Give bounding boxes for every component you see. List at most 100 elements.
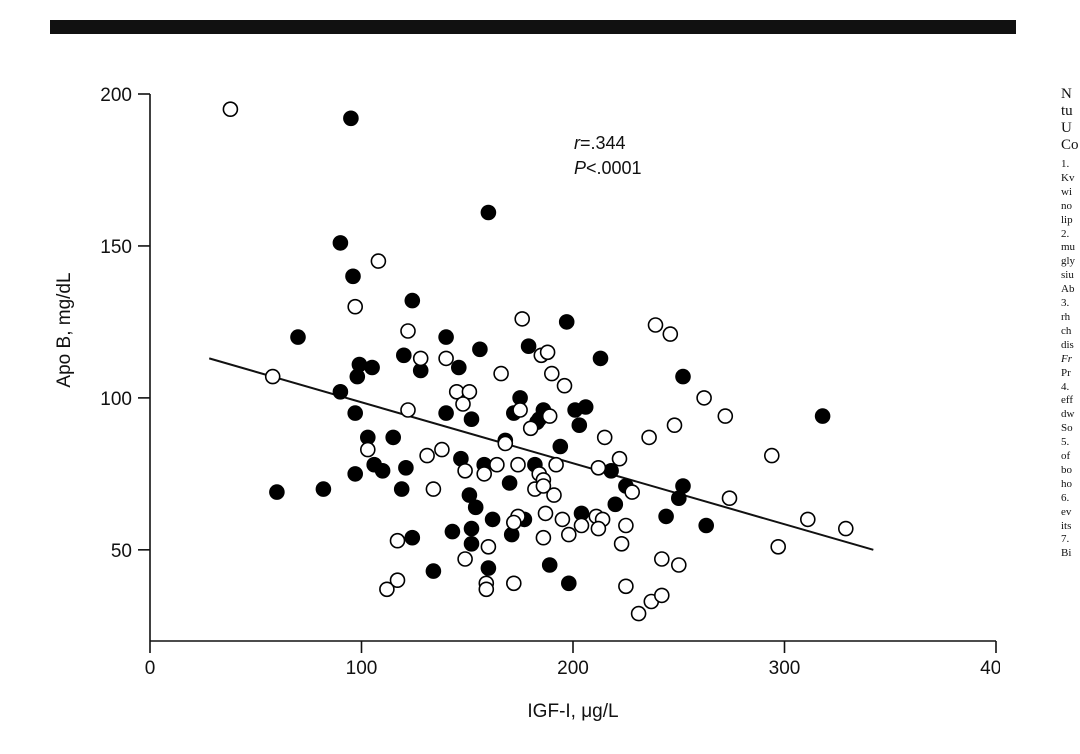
column-fragment: mu: [1061, 241, 1076, 254]
column-fragment: dw: [1061, 408, 1075, 421]
regression-line: [208, 357, 874, 551]
open-data-point: [618, 517, 634, 534]
open-data-point: [653, 587, 670, 604]
column-fragment: 5.: [1061, 436, 1070, 449]
filled-data-point: [315, 481, 332, 497]
open-data-point: [630, 605, 647, 622]
column-fragment: N: [1061, 86, 1072, 102]
column-fragment: Pr: [1061, 366, 1071, 379]
correlation-annotation: r=.344: [574, 133, 626, 153]
open-data-point: [347, 298, 364, 315]
filled-data-point: [467, 499, 484, 516]
filled-data-point: [463, 411, 480, 428]
filled-data-point: [541, 557, 558, 573]
y-tick-label: 150: [100, 237, 132, 258]
filled-data-point: [501, 475, 518, 491]
open-data-point: [476, 466, 493, 482]
open-data-point: [457, 551, 473, 567]
open-data-point: [400, 323, 416, 339]
open-data-point: [717, 408, 734, 424]
filled-data-point: [560, 575, 577, 592]
open-data-point: [379, 581, 395, 598]
open-data-point: [478, 581, 495, 598]
open-data-point: [497, 435, 514, 452]
filled-data-point: [472, 341, 488, 358]
filled-data-point: [332, 383, 349, 400]
open-data-point: [696, 390, 712, 406]
open-data-point: [480, 538, 497, 555]
filled-data-point: [658, 508, 674, 525]
filled-data-point: [395, 347, 412, 364]
column-fragment: 7.: [1061, 533, 1070, 546]
column-fragment: Bi: [1061, 547, 1072, 560]
x-tick-label: 300: [769, 658, 801, 679]
column-fragment: ch: [1061, 324, 1072, 337]
open-data-point: [596, 429, 613, 446]
filled-data-point: [675, 368, 691, 385]
filled-data-point: [577, 399, 594, 415]
filled-data-point: [438, 329, 454, 345]
filled-data-point: [571, 417, 588, 434]
filled-data-point: [480, 204, 497, 221]
filled-data-point: [558, 314, 575, 330]
p-value-annotation: P<.0001: [574, 158, 642, 178]
column-fragment: wi: [1061, 185, 1072, 198]
filled-data-point: [698, 517, 715, 534]
column-fragment: dis: [1061, 338, 1074, 351]
filled-data-point: [398, 459, 414, 476]
open-data-point: [662, 326, 679, 342]
open-data-point: [510, 456, 526, 473]
open-data-point: [535, 478, 552, 494]
column-fragment: 4.: [1061, 380, 1070, 393]
open-data-point: [264, 368, 281, 385]
open-data-point: [618, 578, 634, 595]
filled-data-point: [463, 520, 480, 537]
column-fragment: tu: [1061, 103, 1073, 119]
column-fragment: Fr: [1061, 352, 1072, 365]
column-fragment: Ab: [1061, 283, 1075, 296]
open-data-point: [512, 402, 528, 418]
x-tick-label: 200: [557, 658, 589, 679]
open-data-point: [419, 447, 435, 464]
open-data-point: [425, 481, 442, 497]
open-data-point: [535, 529, 552, 546]
axis-ticks: 50 100 150 200 0 100 200 300 400: [100, 85, 1000, 679]
open-data-point: [613, 535, 630, 552]
filled-data-point: [347, 466, 364, 482]
column-fragment: eff: [1061, 394, 1074, 407]
open-data-point: [359, 441, 376, 458]
open-data-point: [543, 365, 560, 382]
column-fragment: no: [1061, 199, 1072, 212]
open-data-point: [721, 490, 738, 507]
open-data-point: [537, 505, 554, 522]
open-data-point: [548, 456, 564, 473]
filled-data-point: [290, 329, 306, 345]
column-fragment: its: [1061, 519, 1072, 532]
filled-data-point: [480, 560, 497, 576]
column-fragment: Kv: [1061, 171, 1075, 184]
filled-data-point: [592, 350, 609, 367]
column-fragment: Co: [1061, 137, 1079, 153]
trend-line-group: [208, 357, 874, 551]
open-data-point: [590, 520, 607, 537]
x-tick-label: 0: [145, 658, 156, 679]
filled-data-point: [385, 429, 402, 446]
open-data-point: [641, 429, 657, 446]
filled-data-point: [484, 511, 501, 528]
data-points: [222, 101, 854, 622]
open-data-point: [505, 575, 522, 592]
open-data-point: [541, 408, 558, 424]
header-rule: [50, 20, 1016, 34]
open-data-point: [647, 317, 664, 333]
open-data-point: [389, 572, 406, 589]
open-data-point: [400, 402, 416, 418]
open-data-point: [461, 383, 478, 400]
open-data-point: [666, 417, 683, 434]
open-data-point: [556, 377, 573, 394]
filled-data-point: [364, 359, 380, 376]
x-axis-label: IGF-I, μg/L: [527, 701, 618, 722]
open-data-point: [539, 344, 556, 361]
column-fragment: siu: [1061, 269, 1074, 282]
y-tick-label: 100: [100, 389, 132, 410]
open-data-point: [389, 532, 406, 549]
